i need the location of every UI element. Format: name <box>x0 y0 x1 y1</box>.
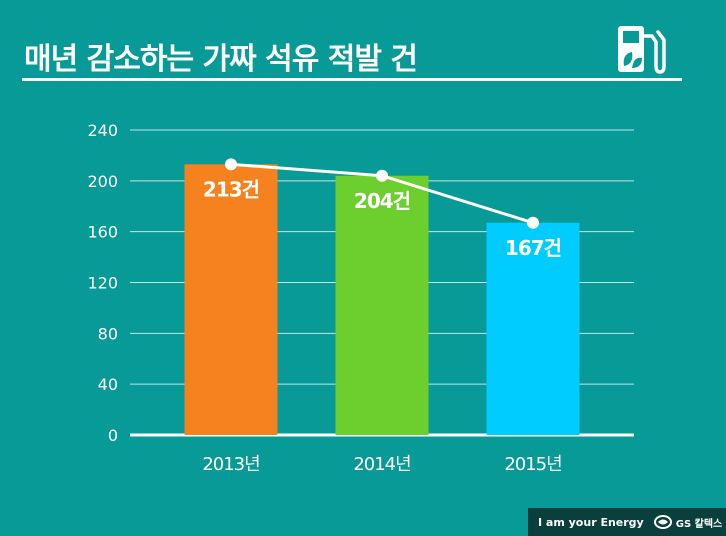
trend-point <box>376 169 388 182</box>
bar-chart: 0 40 80 120 160 200 240 213건 2013년 204건 2014년 167건 2… <box>87 121 634 475</box>
data-label: 213건 <box>203 177 259 201</box>
title-divider <box>22 78 682 81</box>
y-tick-label: 240 <box>87 121 118 140</box>
x-tick-label: 2013년 <box>202 454 259 475</box>
y-tick-label: 0 <box>108 426 118 445</box>
footer-brand: GS 칼텍스 <box>675 518 723 530</box>
trend-point <box>225 158 237 171</box>
y-tick-label: 160 <box>87 223 118 242</box>
data-label: 167건 <box>505 236 561 260</box>
data-label: 204건 <box>354 189 410 213</box>
y-tick-label: 80 <box>98 324 118 343</box>
footer-bar: I am your Energy GS 칼텍스 <box>528 508 726 536</box>
page-title: 매년 감소하는 가짜 석유 적발 건 <box>24 42 418 77</box>
fuel-pump-leaf-icon <box>612 22 674 82</box>
bar-2013년 <box>184 164 278 435</box>
trend-point <box>527 216 539 229</box>
y-tick-label: 40 <box>98 375 118 394</box>
gs-caltex-logo-icon <box>653 515 672 529</box>
bar-2014년 <box>335 175 429 435</box>
y-tick-label: 120 <box>87 274 118 293</box>
y-tick-label: 200 <box>87 172 118 191</box>
x-tick-label: 2014년 <box>353 454 410 475</box>
bar-2015년 <box>486 222 580 435</box>
x-tick-label: 2015년 <box>504 454 561 475</box>
footer-slogan: I am your Energy <box>538 515 644 529</box>
